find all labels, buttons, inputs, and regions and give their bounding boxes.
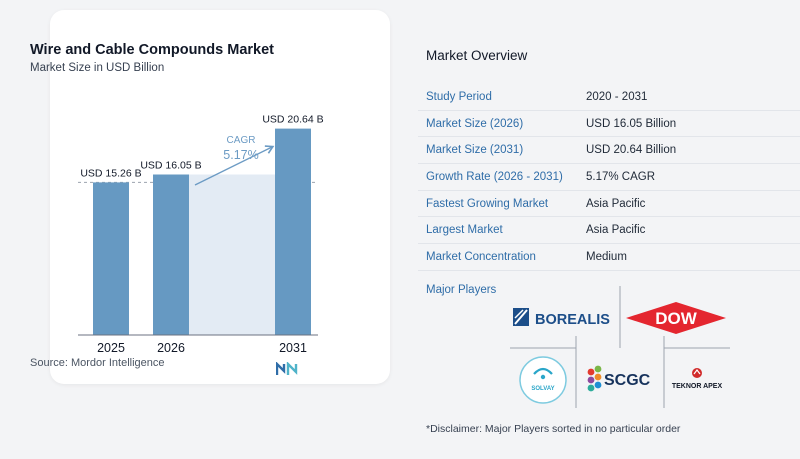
data-label-2031: USD 20.64 B	[262, 114, 323, 126]
x-tick-label-2026: 2026	[157, 341, 185, 355]
overview-row: Fastest Growing Market Asia Pacific	[418, 191, 800, 218]
overview-value: USD 16.05 Billion	[586, 117, 677, 130]
overview-label: Market Concentration	[426, 250, 536, 263]
x-tick-label-2025: 2025	[97, 341, 125, 355]
data-label-2026: USD 16.05 B	[140, 160, 201, 172]
mordor-logo-icon	[276, 362, 298, 375]
chart-subtitle: Market Size in USD Billion	[30, 62, 165, 74]
solvay-logo: SOLVAY	[519, 356, 567, 404]
overview-row: Growth Rate (2026 - 2031) 5.17% CAGR	[418, 164, 800, 191]
dow-logo-text: DOW	[655, 309, 698, 328]
overview-label: Market Size (2031)	[426, 144, 524, 157]
overview-row: Market Size (2031) USD 20.64 Billion	[418, 137, 800, 165]
source-text: Source: Mordor Intelligence	[30, 357, 165, 369]
disclaimer-text: *Disclaimer: Major Players sorted in no …	[426, 423, 681, 435]
overview-row: Market Concentration Medium	[418, 244, 800, 271]
overview-value: USD 20.64 Billion	[586, 144, 677, 157]
overview-row: Study Period 2020 - 2031	[418, 84, 800, 111]
overview-label: Study Period	[426, 90, 492, 103]
overview-table: Study Period 2020 - 2031 Market Size (202…	[418, 84, 800, 271]
cagr-arrow	[194, 145, 275, 186]
bar-2026	[153, 174, 189, 335]
bar-2031	[275, 128, 311, 335]
overview-label: Fastest Growing Market	[426, 197, 549, 210]
x-tick-label-2031: 2031	[279, 341, 307, 355]
cagr-value: 5.17%	[223, 148, 258, 162]
overview-value: Asia Pacific	[586, 224, 646, 237]
solvay-logo-text: SOLVAY	[531, 386, 554, 392]
data-label-2025: USD 15.26 B	[80, 167, 141, 179]
overview-label: Market Size (2026)	[426, 117, 524, 130]
chart-title: Wire and Cable Compounds Market	[30, 42, 274, 58]
overview-row: Largest Market Asia Pacific	[418, 217, 800, 245]
teknor-apex-mark-icon	[692, 368, 702, 378]
solvay-circle-icon	[519, 356, 567, 404]
teknor-apex-logo: TEKNOR APEX	[672, 368, 723, 390]
overview-value: Medium	[586, 250, 627, 263]
dow-diamond-icon	[626, 302, 726, 334]
overview-row: Market Size (2026) USD 16.05 Billion	[418, 111, 800, 138]
bar-2025	[93, 182, 129, 335]
major-players-title: Major Players	[426, 284, 497, 296]
scgc-logo: SCGC	[587, 365, 651, 392]
teknor-apex-logo-text: TEKNOR APEX	[672, 383, 723, 390]
overview-label: Largest Market	[426, 224, 503, 237]
scgc-logo-text: SCGC	[604, 372, 651, 389]
dow-logo: DOW	[626, 302, 726, 334]
growth-region	[189, 174, 275, 335]
overview-title: Market Overview	[426, 48, 528, 63]
overview-value: Asia Pacific	[586, 197, 646, 210]
bar-chart: USD 15.26 B 2025 USD 16.05 B 2026 USD 20.64 …	[78, 114, 324, 355]
overview-value: 5.17% CAGR	[586, 170, 656, 183]
cagr-label: CAGR	[227, 135, 256, 146]
borealis-mark-icon	[513, 308, 529, 326]
overview-label: Growth Rate (2026 - 2031)	[426, 170, 563, 183]
borealis-logo-text: BOREALIS	[535, 312, 610, 328]
overview-value: 2020 - 2031	[586, 90, 648, 103]
scgc-dots-icon	[587, 365, 602, 392]
borealis-logo: BOREALIS	[513, 308, 610, 328]
